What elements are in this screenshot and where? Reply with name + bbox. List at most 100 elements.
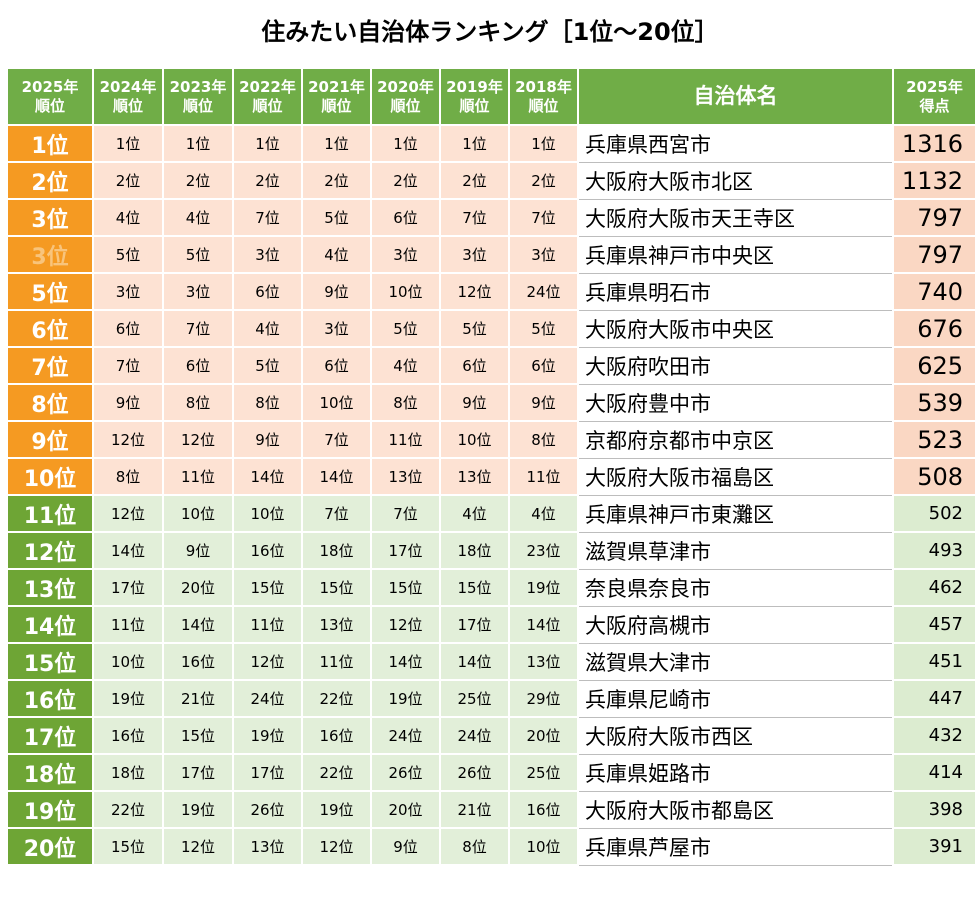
score-2025-cell: 502 (892, 494, 977, 533)
municipality-name-cell: 兵庫県尼崎市 (577, 679, 894, 718)
rank-2023-cell: 19位 (162, 790, 234, 829)
rank-2021-cell: 16位 (301, 716, 372, 755)
rank-2023-cell: 10位 (162, 494, 234, 533)
rank-2023-cell: 12位 (162, 827, 234, 866)
rank-2019-cell: 1位 (439, 124, 510, 163)
table-row: 10位 8位 11位 14位 14位 13位 13位 11位 大阪府大阪市福島区 508 (6, 457, 977, 496)
header-rank-2020: 2020年 順位 (370, 67, 441, 126)
table-row: 14位 11位 14位 11位 13位 12位 17位 14位 大阪府高槻市 457 (6, 605, 977, 644)
rank-2020-cell: 7位 (370, 494, 441, 533)
rank-2023-cell: 11位 (162, 457, 234, 496)
score-2025-cell: 493 (892, 531, 977, 570)
rank-2021-cell: 7位 (301, 420, 372, 459)
municipality-name-cell: 大阪府吹田市 (577, 346, 894, 385)
header-rank-2022: 2022年 順位 (232, 67, 303, 126)
rank-2019-cell: 15位 (439, 568, 510, 607)
rank-2019-cell: 3位 (439, 235, 510, 274)
rank-2019-cell: 18位 (439, 531, 510, 570)
rank-2025-cell: 9位 (6, 420, 94, 459)
rank-2021-cell: 11位 (301, 642, 372, 681)
rank-2022-cell: 12位 (232, 642, 303, 681)
score-2025-cell: 797 (892, 235, 977, 274)
score-2025-cell: 391 (892, 827, 977, 866)
rank-2021-cell: 5位 (301, 198, 372, 237)
municipality-name-cell: 兵庫県芦屋市 (577, 827, 894, 866)
header-rank-2019: 2019年 順位 (439, 67, 510, 126)
table-row: 3位 5位 5位 3位 4位 3位 3位 3位 兵庫県神戸市中央区 797 (6, 235, 977, 274)
rank-2025-cell: 7位 (6, 346, 94, 385)
rank-2025-cell: 6位 (6, 309, 94, 348)
header-rank-2023: 2023年 順位 (162, 67, 234, 126)
rank-2025-cell: 16位 (6, 679, 94, 718)
municipality-name-cell: 大阪府大阪市都島区 (577, 790, 894, 829)
municipality-name-cell: 奈良県奈良市 (577, 568, 894, 607)
rank-2025-cell: 14位 (6, 605, 94, 644)
table-row: 1位 1位 1位 1位 1位 1位 1位 1位 兵庫県西宮市 1316 (6, 124, 977, 163)
header-rank-2024: 2024年 順位 (92, 67, 164, 126)
table-row: 19位 22位 19位 26位 19位 20位 21位 16位 大阪府大阪市都島区 398 (6, 790, 977, 829)
table-row: 9位 12位 12位 9位 7位 11位 10位 8位 京都府京都市中京区 523 (6, 420, 977, 459)
rank-2024-cell: 8位 (92, 457, 164, 496)
table-row: 5位 3位 3位 6位 9位 10位 12位 24位 兵庫県明石市 740 (6, 272, 977, 311)
rank-2021-cell: 22位 (301, 679, 372, 718)
rank-2024-cell: 11位 (92, 605, 164, 644)
rank-2018-cell: 2位 (508, 161, 579, 200)
rank-2024-cell: 6位 (92, 309, 164, 348)
rank-2019-cell: 9位 (439, 383, 510, 422)
rank-2022-cell: 11位 (232, 605, 303, 644)
municipality-name-cell: 大阪府大阪市北区 (577, 161, 894, 200)
rank-2021-cell: 6位 (301, 346, 372, 385)
municipality-name-cell: 大阪府大阪市中央区 (577, 309, 894, 348)
score-2025-cell: 1316 (892, 124, 977, 163)
rank-2022-cell: 6位 (232, 272, 303, 311)
rank-2022-cell: 24位 (232, 679, 303, 718)
rank-2021-cell: 7位 (301, 494, 372, 533)
table-row: 16位 19位 21位 24位 22位 19位 25位 29位 兵庫県尼崎市 447 (6, 679, 977, 718)
rank-2020-cell: 10位 (370, 272, 441, 311)
rank-2018-cell: 23位 (508, 531, 579, 570)
rank-2019-cell: 4位 (439, 494, 510, 533)
rank-2019-cell: 7位 (439, 198, 510, 237)
rank-2020-cell: 20位 (370, 790, 441, 829)
rank-2019-cell: 24位 (439, 716, 510, 755)
municipality-name-cell: 京都府京都市中京区 (577, 420, 894, 459)
rank-2022-cell: 26位 (232, 790, 303, 829)
rank-2022-cell: 13位 (232, 827, 303, 866)
rank-2019-cell: 8位 (439, 827, 510, 866)
rank-2018-cell: 4位 (508, 494, 579, 533)
rank-2018-cell: 14位 (508, 605, 579, 644)
table-row: 7位 7位 6位 5位 6位 4位 6位 6位 大阪府吹田市 625 (6, 346, 977, 385)
rank-2022-cell: 15位 (232, 568, 303, 607)
rank-2019-cell: 10位 (439, 420, 510, 459)
table-row: 17位 16位 15位 19位 16位 24位 24位 20位 大阪府大阪市西区 432 (6, 716, 977, 755)
rank-2023-cell: 20位 (162, 568, 234, 607)
rank-2023-cell: 8位 (162, 383, 234, 422)
rank-2019-cell: 13位 (439, 457, 510, 496)
rank-2023-cell: 3位 (162, 272, 234, 311)
rank-2024-cell: 5位 (92, 235, 164, 274)
rank-2018-cell: 20位 (508, 716, 579, 755)
rank-2023-cell: 12位 (162, 420, 234, 459)
rank-2019-cell: 26位 (439, 753, 510, 792)
rank-2024-cell: 19位 (92, 679, 164, 718)
rank-2023-cell: 5位 (162, 235, 234, 274)
rank-2024-cell: 7位 (92, 346, 164, 385)
page-title: 住みたい自治体ランキング［1位～20位］ (261, 18, 719, 46)
rank-2022-cell: 4位 (232, 309, 303, 348)
rank-2018-cell: 16位 (508, 790, 579, 829)
rank-2019-cell: 21位 (439, 790, 510, 829)
rank-2023-cell: 4位 (162, 198, 234, 237)
rank-2018-cell: 24位 (508, 272, 579, 311)
score-2025-cell: 432 (892, 716, 977, 755)
header-score-2025: 2025年 得点 (892, 67, 977, 126)
score-2025-cell: 457 (892, 605, 977, 644)
rank-2025-cell: 11位 (6, 494, 94, 533)
rank-2020-cell: 15位 (370, 568, 441, 607)
rank-2025-cell: 2位 (6, 161, 94, 200)
rank-2019-cell: 14位 (439, 642, 510, 681)
rank-2018-cell: 9位 (508, 383, 579, 422)
table-row: 18位 18位 17位 17位 22位 26位 26位 25位 兵庫県姫路市 414 (6, 753, 977, 792)
rank-2021-cell: 3位 (301, 309, 372, 348)
table-row: 11位 12位 10位 10位 7位 7位 4位 4位 兵庫県神戸市東灘区 502 (6, 494, 977, 533)
rank-2020-cell: 12位 (370, 605, 441, 644)
